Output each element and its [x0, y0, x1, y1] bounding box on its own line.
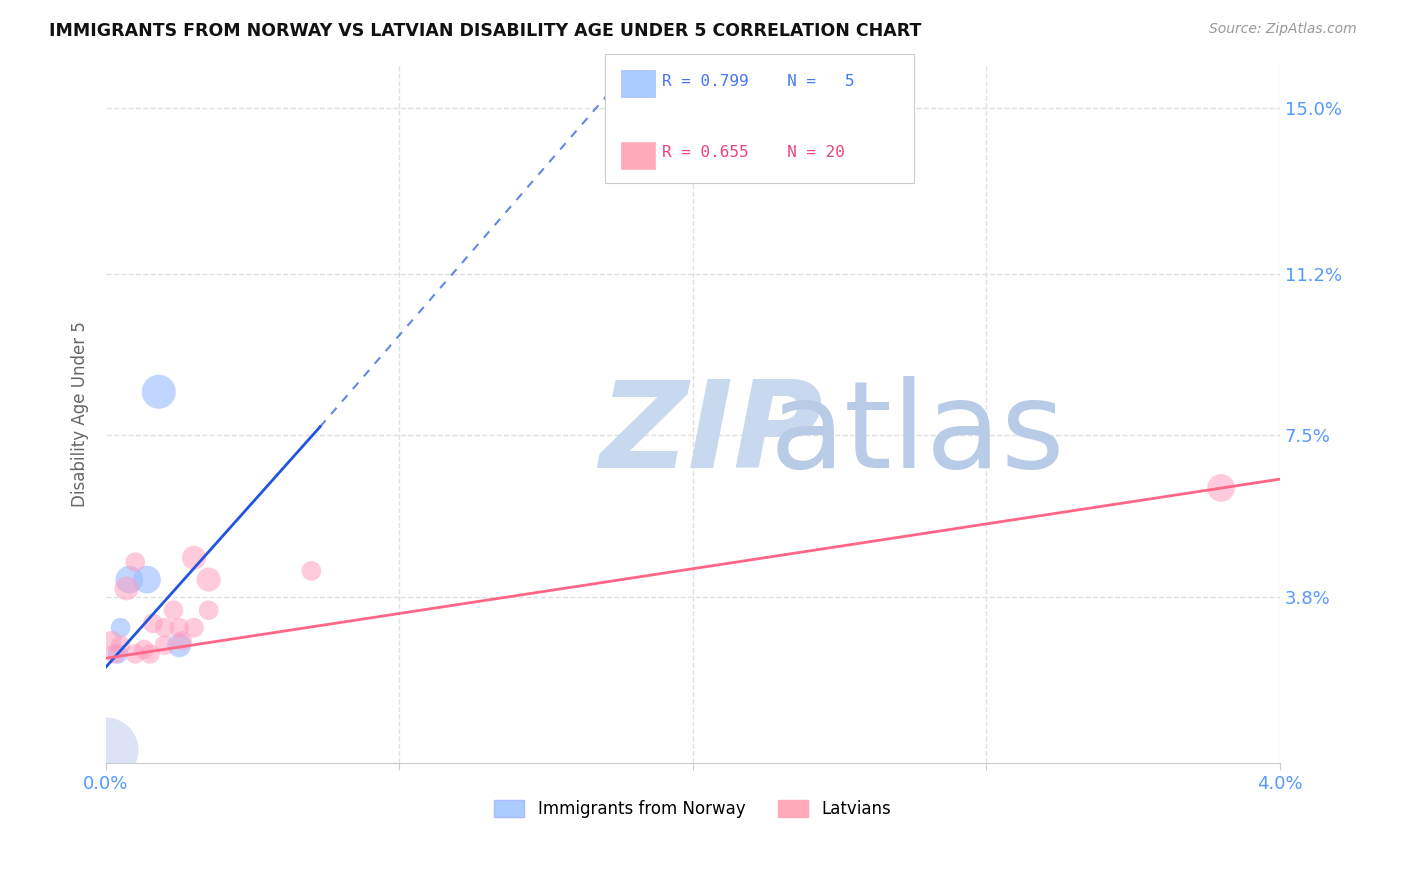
Point	[124, 555, 146, 569]
Point	[107, 647, 129, 661]
Point	[100, 633, 122, 648]
Text: R = 0.655    N = 20: R = 0.655 N = 20	[662, 145, 845, 161]
Point	[139, 647, 162, 661]
Text: ZIP: ZIP	[599, 376, 823, 493]
Point	[115, 582, 138, 596]
Point	[299, 564, 322, 578]
Point	[153, 621, 176, 635]
Point	[197, 603, 219, 617]
Point	[169, 621, 191, 635]
Point	[136, 573, 159, 587]
Point	[183, 550, 205, 565]
Point	[132, 642, 155, 657]
Text: Source: ZipAtlas.com: Source: ZipAtlas.com	[1209, 22, 1357, 37]
Point	[183, 621, 205, 635]
Legend: Immigrants from Norway, Latvians: Immigrants from Norway, Latvians	[488, 793, 898, 825]
Point	[110, 638, 132, 652]
Y-axis label: Disability Age Under 5: Disability Age Under 5	[72, 320, 89, 507]
Point	[118, 573, 141, 587]
Point	[1209, 481, 1232, 495]
Point	[148, 384, 170, 399]
Point	[172, 633, 194, 648]
Point	[142, 616, 165, 631]
Text: atlas: atlas	[769, 376, 1064, 493]
Point	[169, 638, 191, 652]
Point	[197, 573, 219, 587]
Point	[104, 647, 127, 661]
Point	[110, 621, 132, 635]
Point	[94, 743, 117, 757]
Point	[124, 647, 146, 661]
Point	[153, 638, 176, 652]
Text: R = 0.799    N =   5: R = 0.799 N = 5	[662, 74, 855, 89]
Point	[162, 603, 184, 617]
Text: IMMIGRANTS FROM NORWAY VS LATVIAN DISABILITY AGE UNDER 5 CORRELATION CHART: IMMIGRANTS FROM NORWAY VS LATVIAN DISABI…	[49, 22, 921, 40]
